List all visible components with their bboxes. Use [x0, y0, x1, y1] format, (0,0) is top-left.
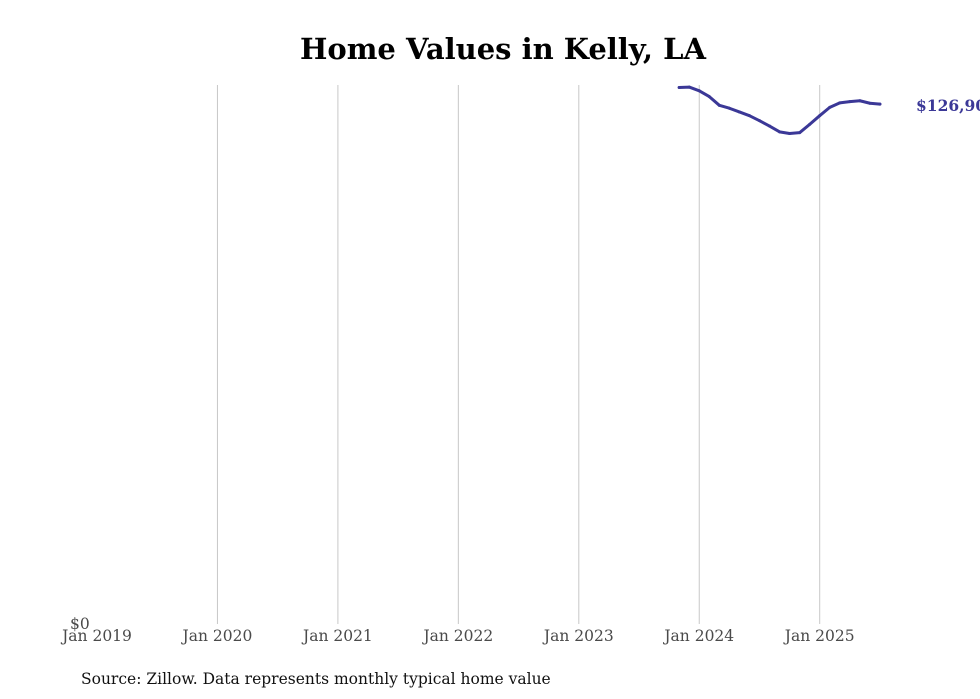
data-point-2025-01	[818, 114, 822, 118]
end-value-label: $126,900	[916, 96, 980, 115]
x-tick-label-2025-01: Jan 2025	[783, 627, 855, 645]
x-tick-label-2020-01: Jan 2020	[181, 627, 253, 645]
data-point-2025-06	[868, 101, 872, 105]
data-point-2024-11	[798, 131, 802, 135]
x-tick-label-2024-01: Jan 2024	[662, 627, 734, 645]
chart-title: Home Values in Kelly, LA	[300, 32, 706, 66]
data-point-2024-10	[788, 132, 792, 136]
x-axis-ticks: Jan 2019 Jan 2020 Jan 2021 Jan 2022 Jan 2023…	[60, 627, 855, 645]
source-note: Source: Zillow. Data represents monthly …	[81, 670, 551, 688]
data-point-2025-04	[848, 100, 852, 104]
data-point-2025-07	[878, 102, 882, 106]
data-point-2024-01	[697, 89, 701, 93]
data-point-2025-03	[838, 101, 842, 105]
series-layer	[677, 85, 882, 136]
data-point-2024-03	[717, 103, 721, 107]
data-point-2025-02	[828, 105, 832, 109]
data-point-2024-07	[757, 119, 761, 123]
x-tick-label-2019-01: Jan 2019	[60, 627, 132, 645]
data-point-2024-05	[737, 110, 741, 114]
data-point-2024-08	[768, 124, 772, 128]
data-point-2024-09	[778, 130, 782, 134]
data-point-2024-02	[707, 95, 711, 99]
x-tick-label-2022-01: Jan 2022	[421, 627, 493, 645]
y-axis-min-label: $0	[70, 615, 90, 633]
data-point-2024-04	[727, 106, 731, 110]
data-point-2024-12	[808, 122, 812, 126]
data-point-2024-06	[747, 114, 751, 118]
gridlines	[216, 85, 821, 624]
x-tick-label-2021-01: Jan 2021	[301, 627, 373, 645]
x-tick-label-2023-01: Jan 2023	[542, 627, 614, 645]
data-point-2023-12	[687, 85, 691, 89]
data-point-2023-11	[677, 85, 681, 89]
series-line-0	[677, 85, 882, 136]
data-point-2025-05	[858, 99, 862, 103]
